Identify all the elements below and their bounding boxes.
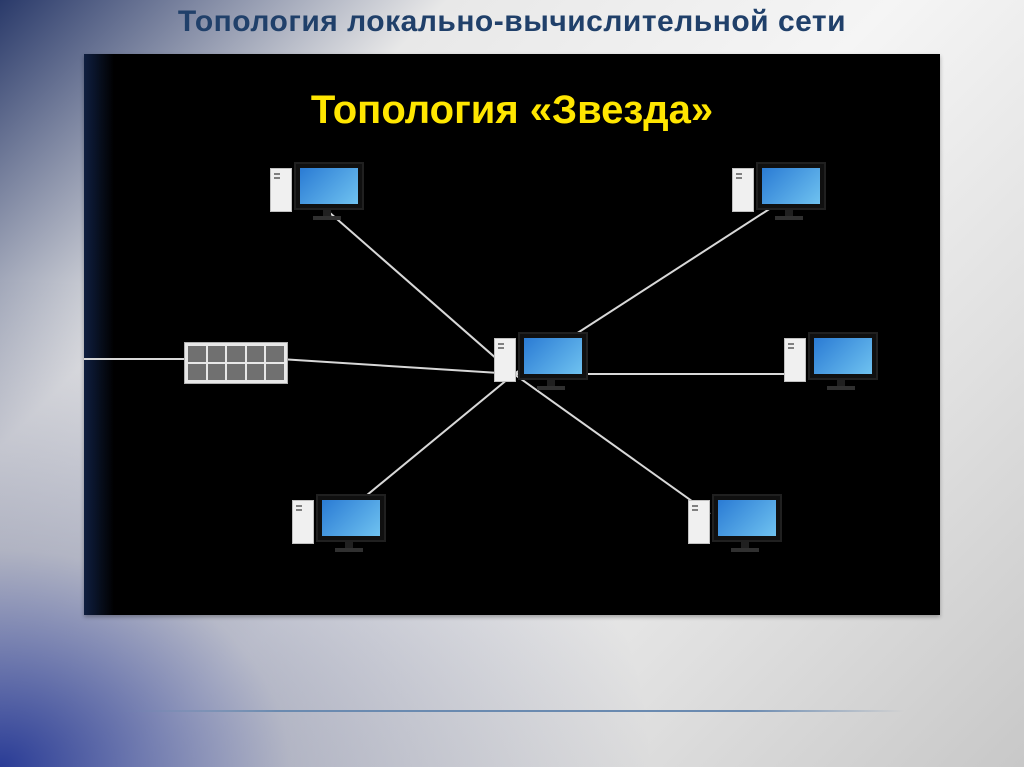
footer-divider (120, 710, 904, 712)
switch-port-icon (188, 346, 206, 362)
tower-icon (494, 338, 516, 382)
monitor-base (537, 386, 565, 390)
switch-port-icon (227, 364, 245, 380)
slide-title: Топология локально-вычислительной сети (0, 5, 1024, 39)
monitor-icon (808, 332, 878, 380)
monitor-base (775, 216, 803, 220)
tower-icon (784, 338, 806, 382)
monitor-icon (712, 494, 782, 542)
tower-icon (270, 168, 292, 212)
switch-port-icon (227, 346, 245, 362)
monitor-icon (518, 332, 588, 380)
monitor-screen (524, 338, 582, 374)
switch-node (184, 342, 288, 384)
monitor-base (335, 548, 363, 552)
monitor-base (827, 386, 855, 390)
monitor-screen (762, 168, 820, 204)
monitor-screen (814, 338, 872, 374)
tower-icon (292, 500, 314, 544)
switch-port-icon (266, 346, 284, 362)
switch-port-icon (208, 364, 226, 380)
tower-icon (732, 168, 754, 212)
monitor-base (731, 548, 759, 552)
switch-port-icon (208, 346, 226, 362)
switch-port-icon (188, 364, 206, 380)
monitor-icon (294, 162, 364, 210)
monitor-screen (718, 500, 776, 536)
diagram-title: Топология «Звезда» (84, 88, 940, 133)
diagram-panel: Топология «Звезда» (84, 54, 940, 615)
switch-port-icon (266, 364, 284, 380)
tower-icon (688, 500, 710, 544)
monitor-base (313, 216, 341, 220)
switch-port-icon (247, 364, 265, 380)
monitor-icon (316, 494, 386, 542)
monitor-screen (300, 168, 358, 204)
switch-port-icon (247, 346, 265, 362)
monitor-icon (756, 162, 826, 210)
monitor-screen (322, 500, 380, 536)
